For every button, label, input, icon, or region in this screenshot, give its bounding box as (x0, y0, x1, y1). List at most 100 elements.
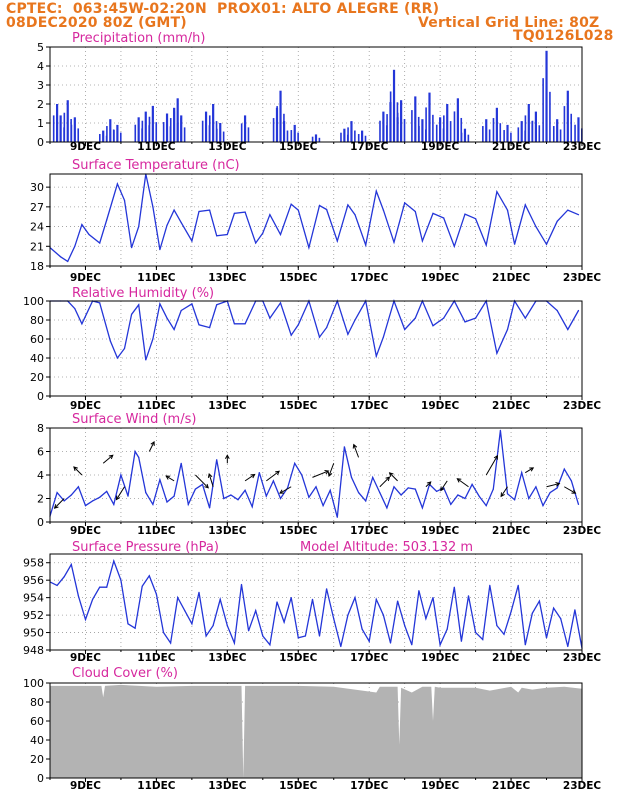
data-point (311, 598, 314, 601)
data-point (453, 586, 455, 588)
data-point (514, 243, 516, 245)
data-point (414, 210, 416, 213)
data-point (318, 336, 321, 338)
panel-frame (49, 300, 583, 397)
data-point (464, 321, 466, 323)
x-tick-label: 15DEC (279, 525, 318, 537)
precip-bar (77, 128, 80, 142)
panel-5: 948 950 952 954 956 958 9DEC 11DEC 13DEC 15DEC 17D… (23, 540, 601, 664)
precip-bar (379, 120, 381, 142)
data-point (404, 202, 406, 204)
data-point (56, 492, 58, 494)
data-point (127, 623, 129, 625)
precip-bar (272, 118, 275, 142)
data-point (131, 247, 133, 249)
x-tick-label: 13DEC (208, 780, 247, 792)
precip-bar (446, 104, 449, 142)
data-point (421, 240, 423, 242)
y-tick-label: 5 (37, 41, 44, 54)
data-point (347, 204, 349, 206)
x-tick-label: 11DEC (137, 272, 176, 284)
precip-bar (534, 111, 537, 142)
precip-bar (485, 119, 488, 142)
y-tick-label: 100 (23, 295, 44, 308)
header-line1: CPTEC: 063:45W-02:20N PROX01: ALTO ALEGR… (6, 1, 440, 17)
precip-bar (520, 121, 523, 142)
data-point (138, 226, 140, 228)
data-point (358, 492, 360, 494)
precip-bar (549, 91, 551, 142)
precip-bar (279, 127, 282, 142)
data-point (258, 472, 260, 474)
data-point (294, 462, 296, 464)
precip-bar (204, 111, 208, 142)
wind-arrow-head (53, 504, 59, 509)
data-point (116, 183, 118, 185)
x-tick-label: 23DEC (563, 780, 602, 792)
data-point (482, 638, 484, 641)
data-point (485, 244, 487, 246)
data-point (131, 313, 133, 315)
wind-arrow-head (115, 495, 121, 501)
data-point (113, 503, 115, 505)
precip-bar (460, 132, 463, 142)
precip-bar (201, 120, 204, 142)
data-point (272, 480, 274, 482)
x-tick-label: 11DEC (137, 525, 176, 537)
wind-arrow-head (456, 478, 462, 483)
x-tick-label: 17DEC (350, 272, 389, 284)
data-point (205, 635, 207, 637)
data-point (567, 328, 569, 331)
precip-bar (109, 119, 112, 142)
wind-arrow-head (385, 476, 391, 482)
precip-bar (286, 130, 289, 142)
precip-bar (503, 130, 505, 142)
data-point (386, 507, 388, 509)
precip-bar (119, 132, 122, 142)
precip-bar (495, 107, 498, 142)
x-tick-label: 17DEC (350, 400, 389, 412)
y-tick-label: 40 (30, 734, 44, 747)
data-point (538, 600, 541, 602)
y-tick-label: 2 (37, 493, 44, 506)
data-point (116, 357, 118, 359)
data-point (279, 302, 282, 304)
precip-bar (113, 130, 115, 142)
precip-bar (418, 126, 420, 142)
data-point (439, 644, 441, 646)
precip-bar (435, 124, 438, 142)
data-point (524, 317, 526, 319)
wind-arrow-shaft (546, 483, 560, 488)
precip-bar (467, 134, 470, 142)
data-point (382, 336, 384, 338)
precip-bar (556, 119, 559, 142)
y-tick-label: 952 (23, 609, 44, 622)
x-tick-label: 9DEC (70, 141, 101, 153)
precip-bar (279, 90, 282, 142)
precip-bar (524, 115, 527, 142)
y-tick-label: 6 (37, 446, 44, 459)
data-point (138, 304, 140, 306)
precip-bar (552, 126, 555, 142)
data-point (375, 190, 377, 192)
data-point (92, 598, 94, 601)
precip-bar (137, 117, 140, 142)
panel-title: Precipitation (mm/h) (72, 31, 205, 46)
precip-bar (456, 98, 459, 142)
x-tick-label: 21DEC (492, 272, 531, 284)
y-tick-label: 3 (37, 79, 44, 92)
precip-bar (183, 127, 186, 142)
precip-bar (545, 50, 548, 142)
data-point (450, 503, 452, 505)
y-tick-label: 24 (30, 221, 44, 234)
precip-bar (276, 106, 278, 142)
wind-arrow-head (388, 472, 394, 477)
x-tick-label: 9DEC (70, 525, 101, 537)
x-tick-label: 19DEC (421, 525, 460, 537)
data-point (269, 317, 271, 319)
data-point (269, 214, 271, 216)
precip-bar (393, 124, 395, 142)
data-point (290, 203, 292, 205)
data-point (496, 625, 498, 627)
